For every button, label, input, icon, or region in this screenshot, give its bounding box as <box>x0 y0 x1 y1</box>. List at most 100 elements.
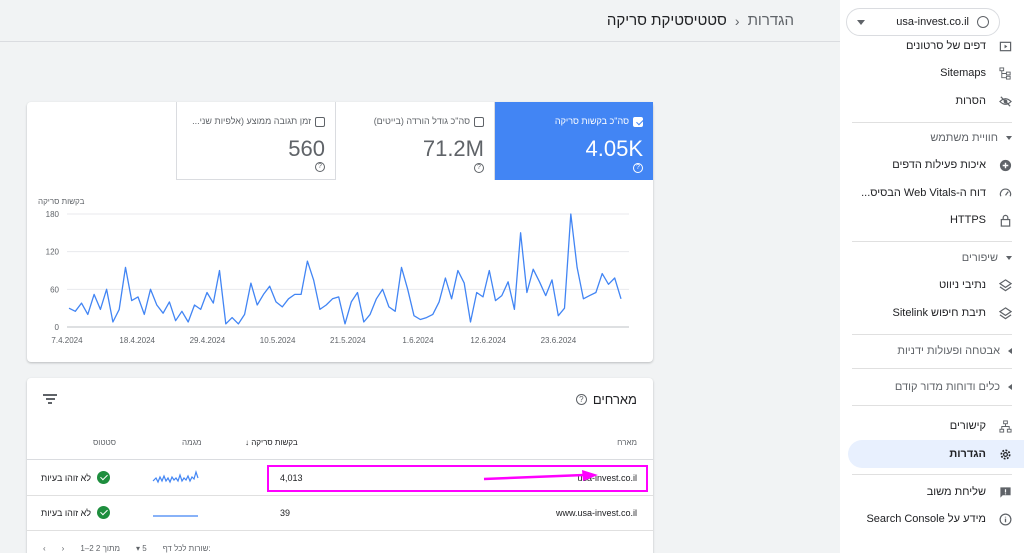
feedback-icon <box>998 485 1012 499</box>
hosts-title: מארחים ? <box>575 392 637 407</box>
lock-icon <box>998 213 1012 227</box>
sidebar-divider <box>852 405 1012 406</box>
help-icon[interactable]: ? <box>474 163 484 173</box>
sidebar-divider <box>852 474 1012 475</box>
sidebar-item-about[interactable]: מידע על Search Console <box>840 505 1024 533</box>
request-count: 4,013 <box>280 473 303 483</box>
chevron-left-icon <box>1008 348 1012 354</box>
sidebar-item-removals[interactable]: הסרות <box>840 87 1024 115</box>
sidebar-divider <box>852 334 1012 335</box>
info-icon <box>998 512 1012 526</box>
host-name[interactable]: www.usa-invest.co.il <box>555 508 637 518</box>
checkbox-icon[interactable] <box>315 116 325 127</box>
sidebar-item-page-experience[interactable]: איכות פעילות הדפים <box>840 151 1024 179</box>
x-tick-label: 23.6.2024 <box>541 336 577 345</box>
status-badge: לא זוהו בעיות <box>41 471 111 484</box>
hosts-card: מארחים ? מארח ↓ בקשות סריקה מגמה סטטוס u… <box>27 378 653 553</box>
chevron-left-icon <box>1008 384 1012 390</box>
video-page-icon <box>998 39 1012 53</box>
sidebar-item-web-vitals[interactable]: דוח ה-Web Vitals הבסיס... <box>840 179 1024 207</box>
metric-value: 560 <box>288 135 325 161</box>
metric-total-requests[interactable]: סה"כ בקשות סריקה 4.05K ? <box>494 102 653 180</box>
status-badge: לא זוהו בעיות <box>41 506 111 519</box>
pagination: ‹ › 1–2 מתוך 2 ▾ 5 שורות לכל דף: <box>43 544 211 553</box>
rows-per-page-label: שורות לכל דף: <box>162 544 211 553</box>
page-range: 1–2 מתוך 2 <box>80 544 120 553</box>
breadcrumb-chevron-icon: ‹ <box>734 12 740 29</box>
metric-download-size[interactable]: סה"כ גודל הורדה (בייטים) 71.2M ? <box>335 102 494 180</box>
sidebar-section-experience[interactable]: חוויית משתמש <box>840 124 1024 152</box>
table-row[interactable]: usa-invest.co.il 4,013 לא זוהו בעיות <box>27 461 653 496</box>
checkbox-checked-icon[interactable] <box>633 116 643 127</box>
chevron-right-icon[interactable]: › <box>61 544 65 553</box>
help-icon[interactable]: ? <box>315 162 325 172</box>
column-status: סטטוס <box>93 438 117 447</box>
property-selector[interactable]: usa-invest.co.il <box>846 8 1000 36</box>
filter-icon[interactable] <box>43 394 57 404</box>
x-tick-label: 21.5.2024 <box>330 336 366 345</box>
layers-icon <box>998 306 1012 320</box>
column-host[interactable]: מארח <box>617 438 637 447</box>
table-row[interactable]: www.usa-invest.co.il 39 לא זוהו בעיות <box>27 496 653 531</box>
page-title: סטטיסטיקת סריקה <box>606 12 727 29</box>
chart-ylabel: בקשות סריקה <box>38 197 85 206</box>
sidebar-item-links[interactable]: קישורים <box>840 412 1024 440</box>
help-icon[interactable]: ? <box>633 163 643 173</box>
eye-off-icon <box>998 94 1012 108</box>
x-tick-label: 18.4.2024 <box>119 336 155 345</box>
page-header: הגדרות ‹ סטטיסטיקת סריקה <box>0 0 840 42</box>
sidebar-divider <box>852 122 1012 123</box>
chevron-down-icon <box>1006 256 1012 260</box>
sidebar-item-sitelinks-searchbox[interactable]: תיבת חיפוש Sitelink <box>840 299 1024 327</box>
layers-icon <box>998 278 1012 292</box>
check-circle-icon <box>97 506 111 519</box>
gear-icon <box>998 447 1012 461</box>
x-tick-label: 10.5.2024 <box>260 336 296 345</box>
links-icon <box>998 419 1012 433</box>
chevron-left-icon[interactable]: ‹ <box>43 544 46 553</box>
sitemap-icon <box>998 66 1012 80</box>
check-circle-icon <box>97 471 111 484</box>
sidebar-item-breadcrumbs[interactable]: נתיבי ניווט <box>840 271 1024 299</box>
sidebar-item-sitemaps[interactable]: Sitemaps <box>840 59 1024 87</box>
chevron-down-icon <box>857 20 865 25</box>
chevron-down-icon <box>1006 136 1012 140</box>
sidebar-section-enhancements[interactable]: שיפורים <box>840 244 1024 272</box>
hosts-table-header: מארח ↓ בקשות סריקה מגמה סטטוס <box>27 430 653 460</box>
x-tick-label: 1.6.2024 <box>402 336 434 345</box>
breadcrumb-settings[interactable]: הגדרות <box>747 12 794 29</box>
plus-circle-icon <box>998 158 1012 172</box>
x-tick-label: 12.6.2024 <box>470 336 506 345</box>
sidebar-divider <box>852 368 1012 369</box>
y-tick-label: 180 <box>46 210 60 219</box>
checkbox-icon[interactable] <box>474 116 484 127</box>
annotation-arrow-icon <box>483 470 598 481</box>
property-name: usa-invest.co.il <box>896 16 969 28</box>
trend-sparkline <box>152 469 200 489</box>
series-line <box>68 213 622 325</box>
sidebar-item-video-pages[interactable]: דפים של סרטונים <box>840 32 1024 60</box>
sidebar: usa-invest.co.il דפים של סרטונים Sitemap… <box>840 0 1024 553</box>
crawl-requests-chart: בקשות סריקה 180 120 60 0 7.4.2024 18.4.2024 2… <box>38 197 629 345</box>
x-tick-label: 29.4.2024 <box>190 336 226 345</box>
metric-value: 4.05K <box>585 135 644 161</box>
rows-per-page-select[interactable]: ▾ 5 <box>135 544 147 553</box>
y-tick-label: 60 <box>50 285 59 294</box>
sidebar-item-settings[interactable]: הגדרות <box>848 440 1024 468</box>
sidebar-item-feedback[interactable]: שליחת משוב <box>840 478 1024 506</box>
globe-icon <box>977 16 989 28</box>
host-name[interactable]: usa-invest.co.il <box>577 473 637 483</box>
sidebar-section-legacy[interactable]: כלים ודוחות מדור קודם <box>840 373 1024 401</box>
trend-sparkline <box>152 504 200 524</box>
highlight-box <box>267 465 648 492</box>
y-tick-label: 0 <box>55 323 60 332</box>
crawl-stats-card: סה"כ בקשות סריקה 4.05K ? סה"כ גודל הורדה… <box>27 102 653 362</box>
column-trend: מגמה <box>182 438 202 447</box>
sidebar-item-https[interactable]: HTTPS <box>840 206 1024 234</box>
metric-response-time[interactable]: זמן תגובה ממוצע (אלפיות שני... 560 ? <box>176 102 335 180</box>
help-icon[interactable]: ? <box>575 394 587 405</box>
sidebar-section-security[interactable]: אבטחה ופעולות ידניות <box>840 337 1024 365</box>
sidebar-divider <box>852 241 1012 242</box>
column-requests[interactable]: ↓ בקשות סריקה <box>245 438 298 447</box>
